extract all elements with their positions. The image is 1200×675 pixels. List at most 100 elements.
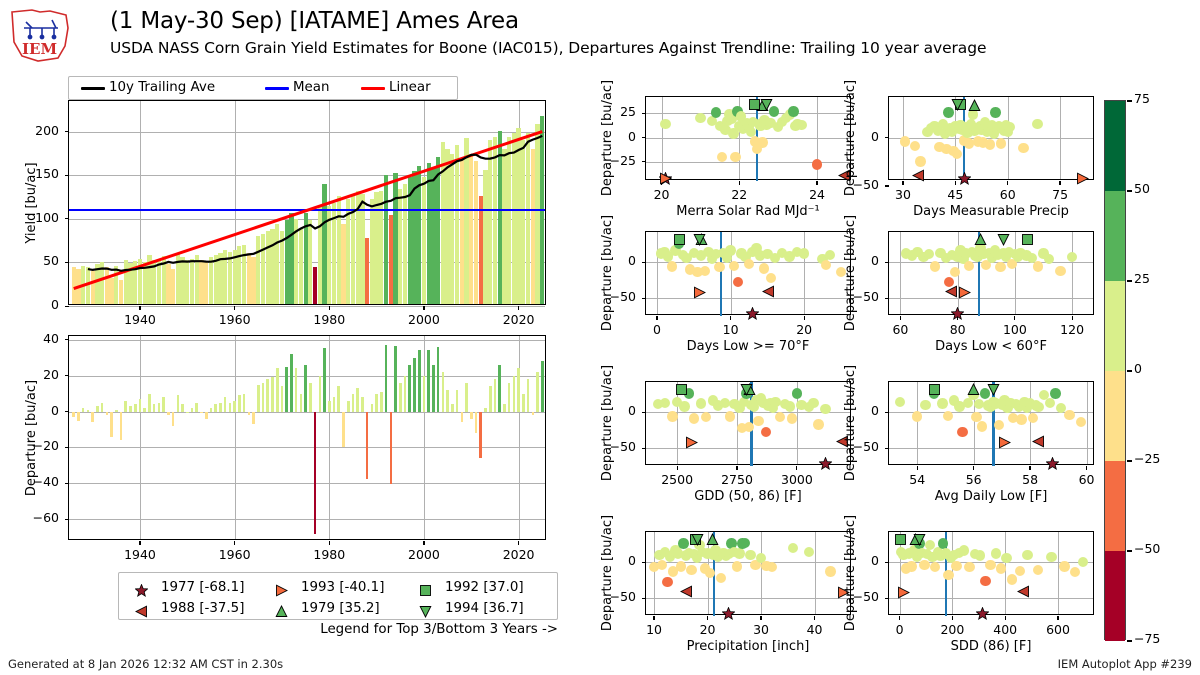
departure-bar [327,400,331,412]
square-marker [673,231,686,245]
departure-bar [318,375,322,412]
scatter-point [678,538,689,549]
gridline-h [69,519,545,521]
departure-bar [441,371,445,412]
legend-line-2 [361,87,385,91]
triangle-down-marker [997,231,1010,246]
departure-bar [365,411,369,479]
departure-bar [522,393,525,412]
x-tick-label: 2750 [721,472,753,487]
colorbar-segment [1105,281,1125,371]
x-tick-label: 0 [895,622,904,637]
departure-bar [540,361,544,412]
departure-bar [105,411,109,416]
y-tick-label: 0 [628,253,636,269]
y-tick [642,597,646,599]
departure-bar [219,402,222,412]
scatter-point [706,115,718,127]
scatter-point [755,120,766,132]
yield-bar [346,199,351,304]
departure-bar [96,406,99,412]
avg-daily-low-axes-xlabel: Avg Daily Low [F] [934,489,1048,504]
gridline-v [739,97,741,179]
star-marker [1045,455,1060,470]
gridline-v [973,382,975,464]
triangle-left-marker [835,433,849,448]
triangle-down-marker [987,381,1000,396]
y-tick [642,261,646,263]
sdd-86-axes-xlabel: SDD (86) [F] [950,639,1032,654]
scatter-point [929,261,940,272]
departure-bar [323,348,326,412]
yield-bar [464,138,469,304]
scatter-point [911,551,922,562]
yield-bar [223,249,228,304]
departure-bar [531,411,535,416]
departure-bar [313,411,317,534]
y-tick-label: 100 [35,209,59,225]
gridline-h [69,483,545,485]
x-tick [328,306,330,310]
scatter-point [720,124,731,136]
scatter-point [715,572,727,584]
gridline-v [761,532,763,614]
y-tick [65,518,69,521]
iem-logo: IEM [8,6,72,64]
yield-bar [128,263,133,304]
x-tick [957,316,959,320]
scatter-point [695,113,706,124]
gridline-h [889,598,1093,600]
yield-bar [246,253,251,304]
departure-bar [299,393,303,412]
scatter-point [688,413,700,424]
scatter-point [683,547,694,558]
scatter-point [937,118,949,130]
scatter-point [952,251,963,262]
colorbar-tick [1127,190,1132,192]
scatter-point [964,561,975,573]
x-tick-label: 1960 [218,312,251,327]
scatter-point [726,114,737,125]
scatter-point [1013,401,1024,412]
scatter-point [684,264,696,275]
scatter-point [986,119,998,131]
scatter-point [951,148,963,160]
legend-label-1[interactable]: Mean [293,80,330,95]
legend-label-2[interactable]: Linear [389,80,431,95]
star-marker [133,582,149,597]
y-tick [65,131,69,133]
yield-bar [459,159,464,304]
square-marker [928,381,941,395]
legend-label-0[interactable]: 10y Trailing Ave [109,80,216,95]
gridline-h [69,306,545,307]
x-tick-label: 10 [722,322,739,337]
year-legend-caption: Legend for Top 3/Bottom 3 Years -> [320,622,558,637]
gridline-v [1014,232,1016,314]
year-legend-label[interactable]: 1992 [37.0] [445,580,524,595]
yield-bar [436,157,441,304]
year-legend-label[interactable]: 1979 [35.2] [301,601,380,616]
x-tick-label: 22 [731,187,748,202]
x-tick-label: 2020 [502,312,535,327]
yield-bar [535,124,540,304]
triangle-left-marker [134,603,148,618]
year-legend-label[interactable]: 1977 [-68.1] [161,580,245,595]
triangle-down-marker [740,381,753,396]
year-legend-label[interactable]: 1994 [36.7] [445,601,524,616]
yield-bar [156,258,162,304]
departure-bar [498,364,501,412]
colorbar-segment [1105,461,1125,551]
departure-bar [167,411,170,416]
median-vline [977,232,981,316]
year-legend-label[interactable]: 1988 [-37.5] [161,601,245,616]
scatter-point [919,559,930,571]
colorbar-tick-label: −50 [1134,541,1161,556]
scatter-point [1004,121,1015,133]
departure-bar [91,411,94,423]
scatter-point [707,395,719,406]
year-legend-label[interactable]: 1993 [-40.1] [301,580,385,595]
yield-bar [426,162,431,304]
departure-bar [162,397,165,412]
scatter-point [758,263,769,274]
yield-bar [123,260,128,304]
